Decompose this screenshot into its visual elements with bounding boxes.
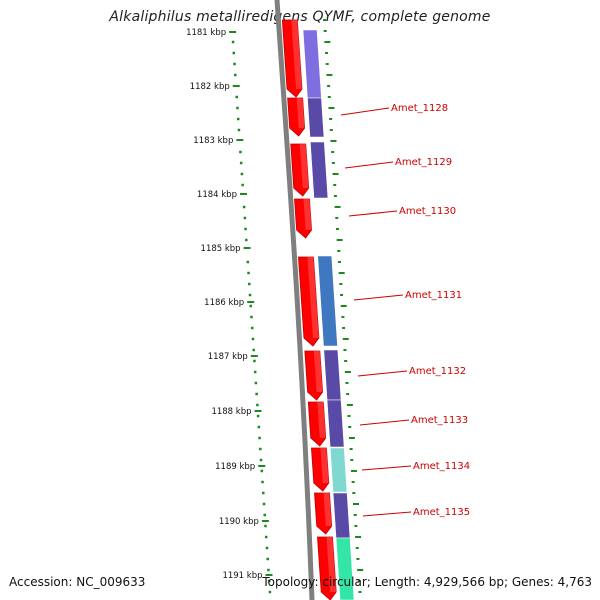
blast-hit-block [326,399,345,448]
ruler-ticks [229,19,364,594]
blast-ring [302,29,355,600]
blast-hit-block [332,492,351,539]
map-title: Alkaliphilus metalliredigens QYMF, compl… [109,9,491,25]
label-pointer-line [348,210,398,217]
label-pointer-line [353,294,404,301]
gene-label[interactable]: Amet_1131 [405,290,462,301]
label-pointer-line [359,419,410,426]
blast-hit-block [302,29,322,99]
ruler-tick-label: 1183 kbp [193,136,233,146]
ruler-tick-label: 1181 kbp [186,28,226,38]
ruler-labels: 1181 kbp 1182 kbp 1183 kbp 1184 kbp 1185 kbp… [186,28,262,581]
gene-label[interactable]: Amet_1128 [391,103,448,114]
cds-arrow [294,198,313,239]
gene-label[interactable]: Amet_1130 [399,206,456,217]
ruler-tick-label: 1189 kbp [215,462,255,472]
label-pointer-line [361,465,412,471]
cds-arrow [281,19,303,98]
ruler-tick-label: 1191 kbp [222,571,262,581]
label-pointers [340,107,412,517]
ruler-tick-label: 1182 kbp [190,82,230,92]
cds-arrow [290,143,310,197]
cds-arrow [307,401,327,447]
label-pointer-line [340,107,390,116]
ruler-tick-label: 1190 kbp [219,517,259,527]
blast-hit-block [323,349,342,401]
ruler-tick-label: 1184 kbp [197,190,237,200]
gene-label[interactable]: Amet_1132 [409,366,466,377]
gene-labels: Amet_1128 Amet_1129 Amet_1130 Amet_1131 Amet… [391,103,470,518]
cds-arrow [298,256,320,347]
gene-label[interactable]: Amet_1133 [411,415,468,426]
cds-ring [281,19,337,600]
gene-label[interactable]: Amet_1134 [413,461,470,472]
cds-arrow [310,447,330,492]
genome-summary-text: Topology: circular; Length: 4,929,566 bp… [262,575,592,589]
blast-hit-block [307,97,325,138]
ruler-tick-label: 1185 kbp [201,244,241,254]
blast-hit-block [309,141,329,199]
cds-arrow [304,350,324,401]
ruler-tick-label: 1188 kbp [211,407,251,417]
cds-arrow [314,492,333,535]
accession-text: Accession: NC_009633 [9,575,146,589]
ruler-tick-label: 1187 kbp [208,352,248,362]
ruler-tick-label: 1186 kbp [204,298,244,308]
label-pointer-line [344,161,394,169]
blast-hit-block [329,447,348,493]
label-pointer-line [362,511,412,517]
blast-hit-block [317,255,338,347]
blast-hit-block [335,537,355,600]
genome-backbone [274,0,315,600]
cds-arrow [317,536,337,600]
gene-label[interactable]: Amet_1129 [395,157,452,168]
cds-arrow [287,97,306,137]
gene-label[interactable]: Amet_1135 [413,507,470,518]
label-pointer-line [357,370,408,377]
